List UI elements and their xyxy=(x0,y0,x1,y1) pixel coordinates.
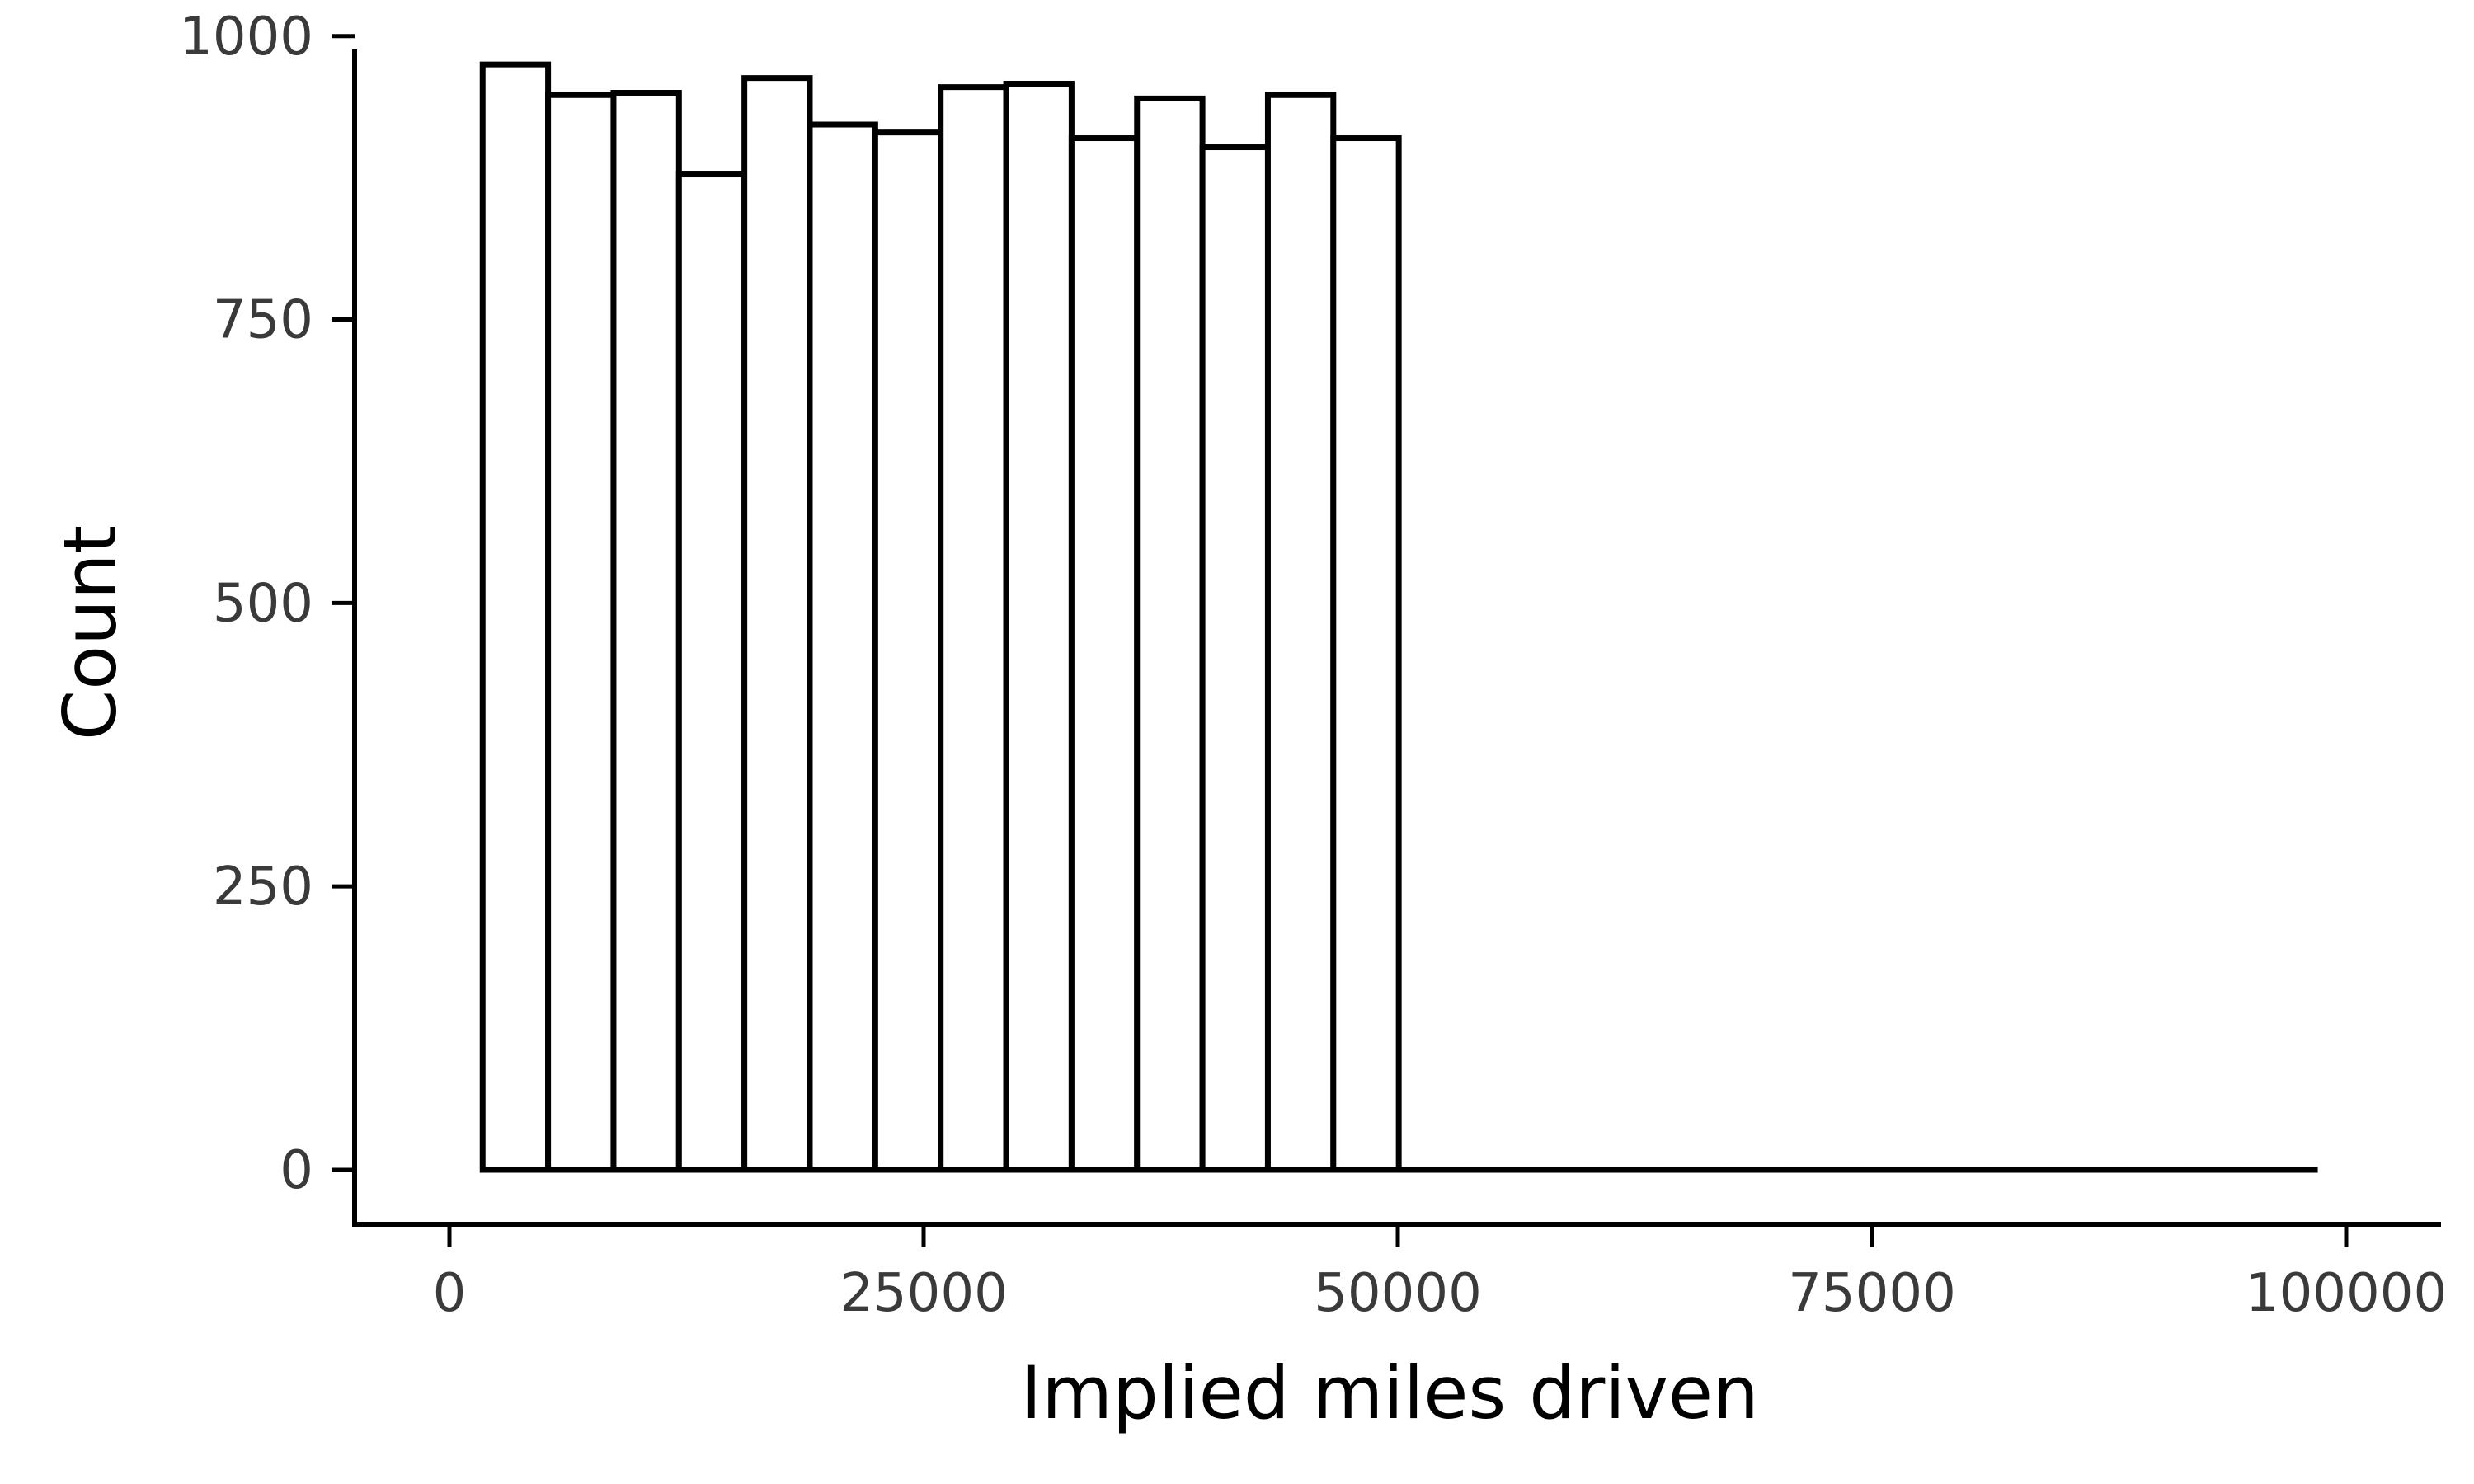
histogram-bar-4 xyxy=(675,171,748,1173)
histogram-bar-6 xyxy=(807,121,878,1173)
x-tick-label-100000: 100000 xyxy=(2246,1263,2447,1324)
y-tick-label-750: 750 xyxy=(213,290,313,351)
x-tick-label-50000: 50000 xyxy=(1314,1263,1482,1324)
histogram-bar-2 xyxy=(545,92,617,1173)
x-tick-label-0: 0 xyxy=(433,1263,467,1324)
histogram-bar-7 xyxy=(872,129,944,1173)
histogram-bar-9 xyxy=(1003,81,1075,1173)
histogram-bar-8 xyxy=(938,84,1009,1173)
y-ticks-group: 0 250 500 750 1000 xyxy=(179,7,355,1201)
x-ticks-group: 0 25000 50000 75000 100000 xyxy=(433,1224,2447,1324)
histogram-bar-11 xyxy=(1134,95,1206,1173)
x-tick-label-25000: 25000 xyxy=(840,1263,1008,1324)
y-tick-label-500: 500 xyxy=(213,573,313,634)
y-tick-label-0: 0 xyxy=(280,1140,313,1201)
histogram-bar-5 xyxy=(741,75,813,1173)
y-tick-label-250: 250 xyxy=(213,857,313,918)
histogram-bar-3 xyxy=(610,90,682,1173)
x-axis-title: Implied miles driven xyxy=(1020,1350,1758,1435)
y-axis-title: Count xyxy=(48,525,133,740)
histogram-bar-10 xyxy=(1068,135,1141,1173)
bars-group xyxy=(479,61,2318,1173)
histogram-bar-14 xyxy=(1330,135,1402,1173)
y-tick-label-1000: 1000 xyxy=(179,7,313,68)
x-tick-label-75000: 75000 xyxy=(1788,1263,1956,1324)
histogram-bar-13 xyxy=(1264,92,1337,1173)
histogram-bar-12 xyxy=(1199,144,1271,1173)
histogram-bar-1 xyxy=(479,61,552,1173)
